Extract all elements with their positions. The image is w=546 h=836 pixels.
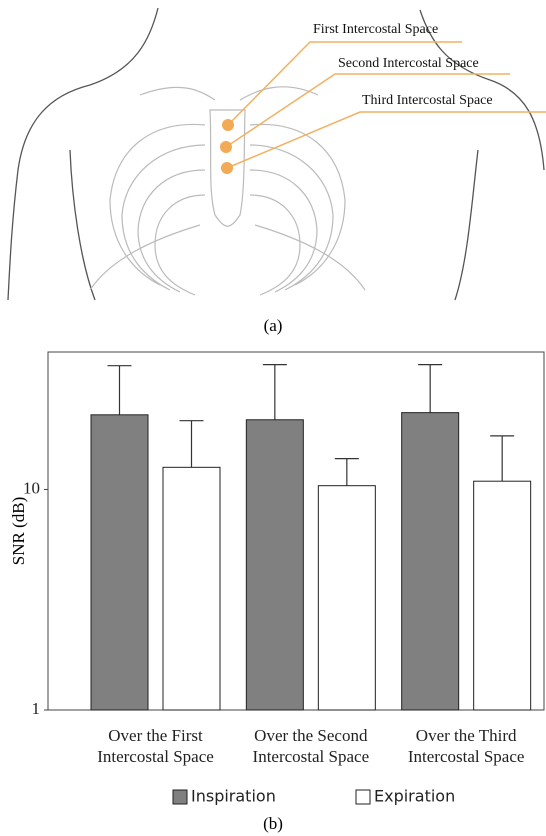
caption: (b) [263,814,283,833]
y-axis-label: SNR (dB) [9,497,28,565]
point [221,162,233,174]
ribcage [89,86,366,296]
bar [245,419,304,711]
y-tick-label: 10 [23,478,40,497]
caption: (a) [264,316,283,335]
auscultation-points [220,119,234,174]
legend-label: Inspiration [191,787,276,806]
diagram-label: Second Intercostal Space [338,56,479,71]
x-tick-label: Over the Second Intercostal Space [252,726,370,766]
point [222,119,234,131]
bar [473,480,532,711]
legend-swatch [355,789,371,805]
bar [90,414,149,711]
x-tick-label: Over the Third Intercostal Space [407,726,525,766]
point [220,141,232,153]
x-tick-label: Over the First Intercostal Space [97,726,214,766]
bar [401,412,460,711]
diagram-label: First Intercostal Space [313,22,438,37]
bar [317,485,376,711]
y-tick-label: 1 [32,699,41,718]
bar [162,466,221,711]
legend-label: Expiration [374,787,455,806]
body-outline [7,7,545,301]
diagram-label: Third Intercostal Space [362,93,493,108]
pointer-lines [225,41,546,169]
legend-swatch [172,789,188,805]
